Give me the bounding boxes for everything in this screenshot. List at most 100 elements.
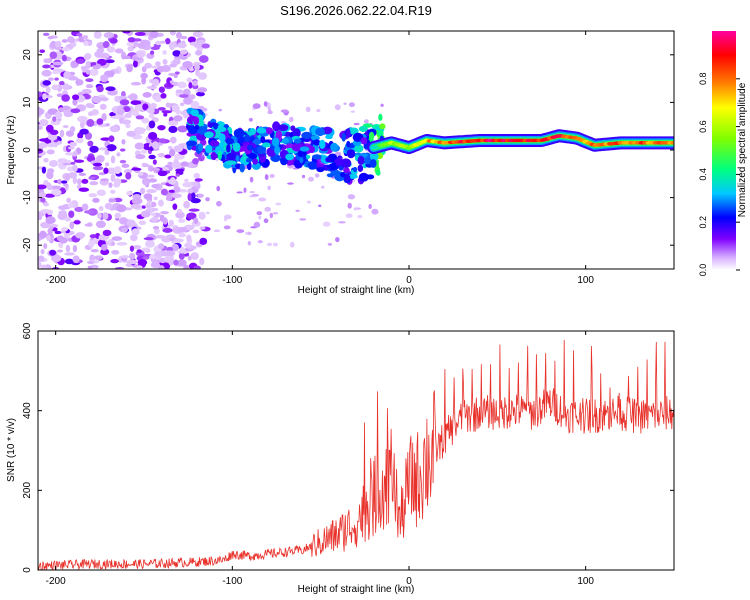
noise-blob bbox=[118, 95, 128, 101]
noise-blob bbox=[196, 91, 205, 97]
noise-blob bbox=[149, 102, 158, 109]
noise-blob bbox=[154, 71, 161, 76]
signal-blob bbox=[299, 146, 310, 152]
signal-blob bbox=[280, 156, 288, 166]
colorbar-tick-label: 0.0 bbox=[698, 264, 708, 277]
noise-blob bbox=[52, 61, 64, 66]
noise-blob bbox=[79, 121, 85, 129]
noise-blob bbox=[121, 139, 126, 145]
noise-blob bbox=[47, 77, 54, 81]
noise-blob bbox=[131, 167, 142, 171]
noise-blob bbox=[126, 64, 133, 73]
noise-blob bbox=[103, 167, 109, 174]
spectrogram-ytick-label: -20 bbox=[22, 238, 33, 253]
noise-blob bbox=[167, 145, 173, 150]
noise-blob bbox=[76, 178, 82, 186]
noise-blob bbox=[201, 43, 210, 49]
noise-blob bbox=[75, 79, 84, 86]
noise-blob bbox=[38, 255, 45, 262]
noise-blob bbox=[109, 125, 119, 133]
noise-blob bbox=[97, 212, 102, 219]
noise-blob bbox=[81, 178, 89, 184]
signal-blob bbox=[226, 144, 231, 153]
noise-blob bbox=[109, 38, 118, 44]
noise-blob bbox=[127, 37, 136, 43]
noise-blob bbox=[125, 219, 136, 226]
noise-blob bbox=[40, 221, 51, 229]
noise-blob bbox=[105, 59, 115, 64]
noise-blob bbox=[46, 149, 55, 155]
noise-blob bbox=[101, 113, 107, 122]
outlier-blob bbox=[258, 215, 262, 220]
noise-blob bbox=[41, 69, 52, 77]
signal-blob bbox=[299, 156, 304, 164]
noise-blob bbox=[89, 145, 99, 153]
spectrogram-ytick-label: 20 bbox=[22, 49, 33, 61]
outlier-blob bbox=[249, 176, 254, 183]
noise-blob bbox=[57, 117, 62, 122]
snr-xtick-label: 100 bbox=[577, 576, 594, 587]
noise-blob bbox=[193, 265, 201, 269]
noise-blob bbox=[87, 265, 93, 269]
noise-blob bbox=[106, 144, 117, 152]
noise-blob bbox=[116, 152, 121, 157]
signal-blob bbox=[358, 125, 368, 132]
spectrogram-marks bbox=[38, 31, 674, 269]
noise-blob bbox=[176, 259, 187, 267]
noise-blob bbox=[82, 35, 89, 40]
signal-blob bbox=[319, 139, 326, 149]
outlier-blob bbox=[264, 174, 269, 181]
noise-blob bbox=[192, 157, 199, 165]
noise-blob bbox=[89, 181, 99, 186]
spectrogram-xtick-label: -100 bbox=[222, 275, 242, 286]
noise-blob bbox=[75, 232, 86, 239]
noise-blob bbox=[133, 127, 145, 135]
noise-blob bbox=[44, 95, 53, 99]
outlier-blob bbox=[334, 104, 341, 111]
noise-blob bbox=[165, 195, 173, 201]
signal-blob bbox=[352, 132, 364, 143]
noise-blob bbox=[168, 120, 179, 126]
noise-blob bbox=[107, 90, 118, 96]
noise-blob bbox=[114, 48, 124, 54]
outlier-blob bbox=[368, 203, 372, 209]
signal-blob bbox=[190, 109, 199, 117]
noise-blob bbox=[184, 242, 193, 249]
noise-blob bbox=[88, 193, 98, 198]
noise-blob bbox=[126, 259, 138, 265]
noise-blob bbox=[168, 257, 174, 266]
signal-blob bbox=[194, 124, 200, 131]
outlier-blob bbox=[247, 241, 251, 246]
noise-blob bbox=[56, 235, 65, 242]
signal-blob bbox=[357, 164, 364, 173]
noise-blob bbox=[155, 40, 162, 46]
noise-blob bbox=[57, 178, 63, 185]
outlier-blob bbox=[267, 106, 271, 112]
noise-blob bbox=[173, 158, 180, 167]
noise-blob bbox=[184, 178, 189, 183]
noise-blob bbox=[96, 85, 104, 93]
noise-blob bbox=[81, 203, 89, 211]
noise-blob bbox=[83, 54, 91, 61]
signal-blob bbox=[261, 142, 271, 148]
noise-blob bbox=[42, 32, 50, 37]
noise-blob bbox=[160, 93, 167, 99]
outlier-blob bbox=[253, 221, 261, 228]
outlier-blob bbox=[272, 242, 279, 247]
outlier-blob bbox=[350, 110, 356, 113]
outlier-blob bbox=[280, 121, 287, 124]
colorbar-tick-label: 0.2 bbox=[698, 216, 708, 229]
noise-blob bbox=[39, 49, 46, 54]
noise-blob bbox=[38, 142, 48, 149]
noise-blob bbox=[157, 124, 166, 131]
noise-blob bbox=[40, 208, 51, 214]
outlier-blob bbox=[345, 213, 353, 218]
noise-blob bbox=[76, 184, 82, 190]
noise-blob bbox=[187, 188, 194, 194]
noise-blob bbox=[141, 117, 150, 124]
signal-blob bbox=[239, 163, 245, 173]
noise-blob bbox=[42, 64, 51, 69]
colorbar-label: Normalized spectral amplitude bbox=[737, 82, 748, 217]
noise-blob bbox=[55, 111, 63, 119]
colorbar-tick-label: 0.8 bbox=[698, 73, 708, 86]
